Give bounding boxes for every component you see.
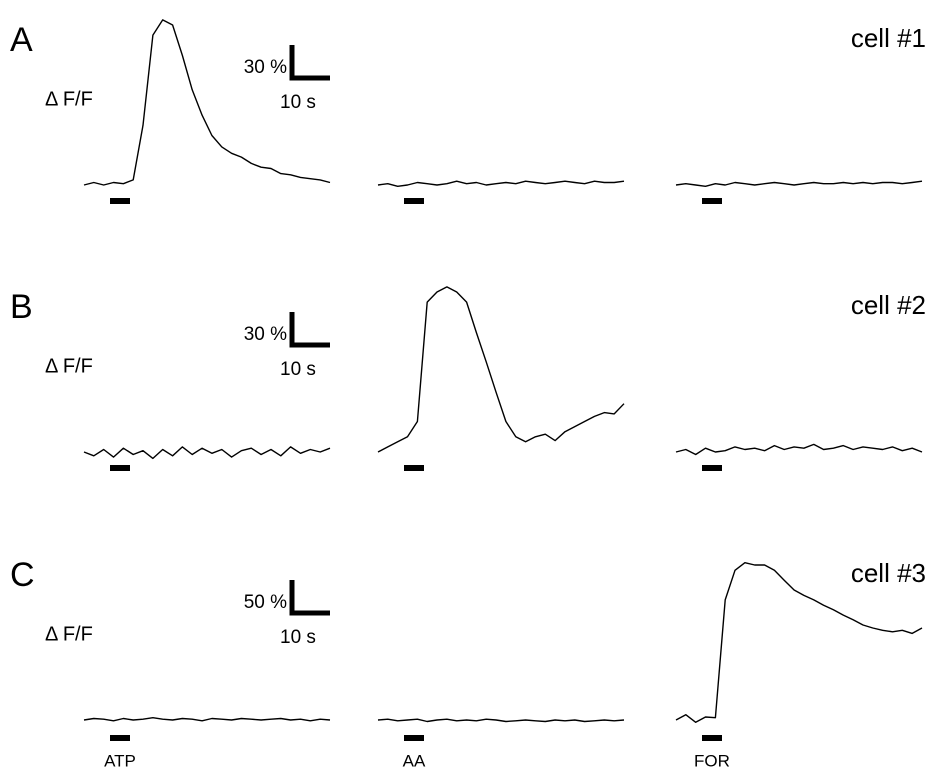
y-label: Δ F/F	[45, 623, 93, 645]
scale-y-label: 30 %	[244, 57, 287, 78]
scale-x-label: 10 s	[280, 627, 316, 648]
scale-bar	[289, 312, 330, 348]
trace	[83, 446, 331, 460]
panel-label: C	[10, 556, 35, 594]
trace	[377, 718, 625, 723]
stimulus-bar	[404, 735, 424, 741]
cell-label: cell #3	[851, 558, 926, 588]
stimulus-bar	[110, 198, 130, 204]
cell-label: cell #1	[851, 23, 926, 53]
y-label: Δ F/F	[45, 355, 93, 377]
trace	[675, 180, 923, 187]
trace	[377, 286, 625, 453]
stimulus-bar	[110, 465, 130, 471]
scale-bar	[289, 45, 330, 81]
trace	[377, 180, 625, 187]
stimulus-bar	[404, 198, 424, 204]
y-label: Δ F/F	[45, 88, 93, 110]
stimulus-bar	[110, 735, 130, 741]
stimulus-label: FOR	[694, 751, 730, 770]
stimulus-bar	[702, 735, 722, 741]
trace	[675, 562, 923, 723]
stimulus-label: ATP	[104, 751, 136, 770]
stimulus-bar	[702, 198, 722, 204]
scale-bar	[289, 580, 330, 616]
trace	[83, 717, 331, 722]
cell-label: cell #2	[851, 290, 926, 320]
panel-label: B	[10, 288, 33, 326]
stimulus-bar	[404, 465, 424, 471]
panel-label: A	[10, 21, 33, 59]
scale-y-label: 30 %	[244, 324, 287, 345]
scale-y-label: 50 %	[244, 592, 287, 613]
trace	[675, 443, 923, 456]
stimulus-bar	[702, 465, 722, 471]
scale-x-label: 10 s	[280, 92, 316, 113]
stimulus-label: AA	[403, 751, 426, 770]
trace	[83, 19, 331, 186]
scale-x-label: 10 s	[280, 359, 316, 380]
